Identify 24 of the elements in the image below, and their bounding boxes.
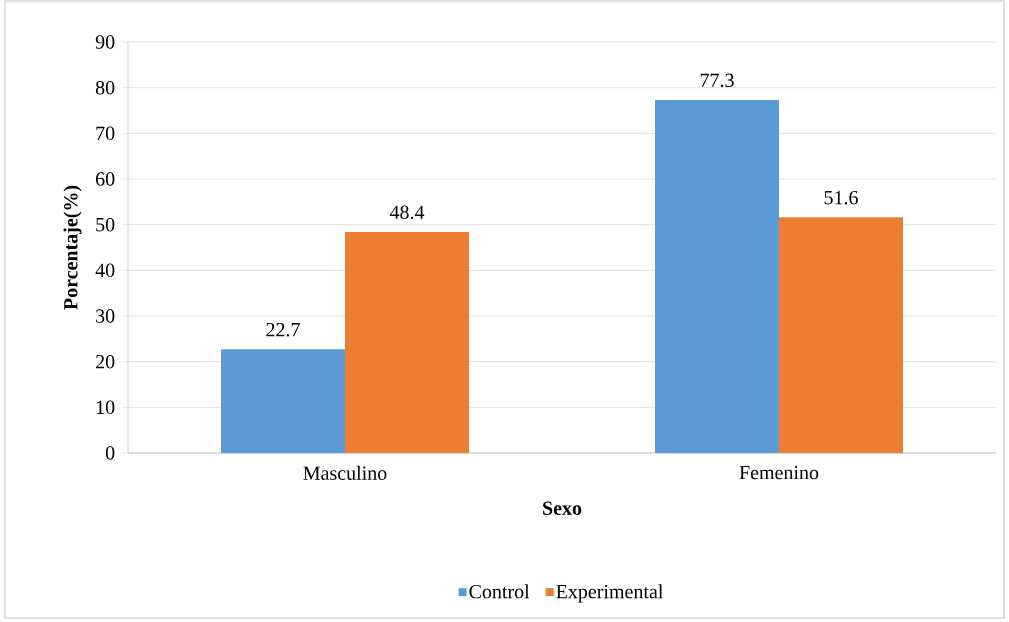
bar <box>345 231 470 453</box>
y-tick-label: 50 <box>96 217 115 232</box>
legend-label: Control <box>469 584 530 599</box>
y-tick-label: 70 <box>96 126 115 141</box>
data-label: 48.4 <box>389 205 425 220</box>
y-tick-label: 80 <box>95 80 115 95</box>
bar <box>221 349 345 453</box>
y-tick-label: 20 <box>96 354 115 369</box>
x-axis-title: Sexo <box>543 501 582 515</box>
bar <box>655 100 780 453</box>
x-tick-label: Masculino <box>303 465 387 480</box>
data-label: 22.7 <box>266 322 300 337</box>
legend-label: Experimental <box>556 584 664 603</box>
y-tick-label: 90 <box>95 35 115 49</box>
bar <box>779 217 904 453</box>
y-tick-label: 0 <box>105 446 115 460</box>
y-tick-label: 60 <box>96 172 115 186</box>
data-label: 51.6 <box>824 190 858 205</box>
y-tick-label: 30 <box>96 309 115 323</box>
x-tick-label: Femenino <box>739 465 819 480</box>
y-tick-label: 40 <box>95 263 115 278</box>
data-label: 77.3 <box>700 73 734 88</box>
y-tick-label: 10 <box>96 400 115 415</box>
y-axis-title: Porcentaje(%) <box>63 185 82 310</box>
